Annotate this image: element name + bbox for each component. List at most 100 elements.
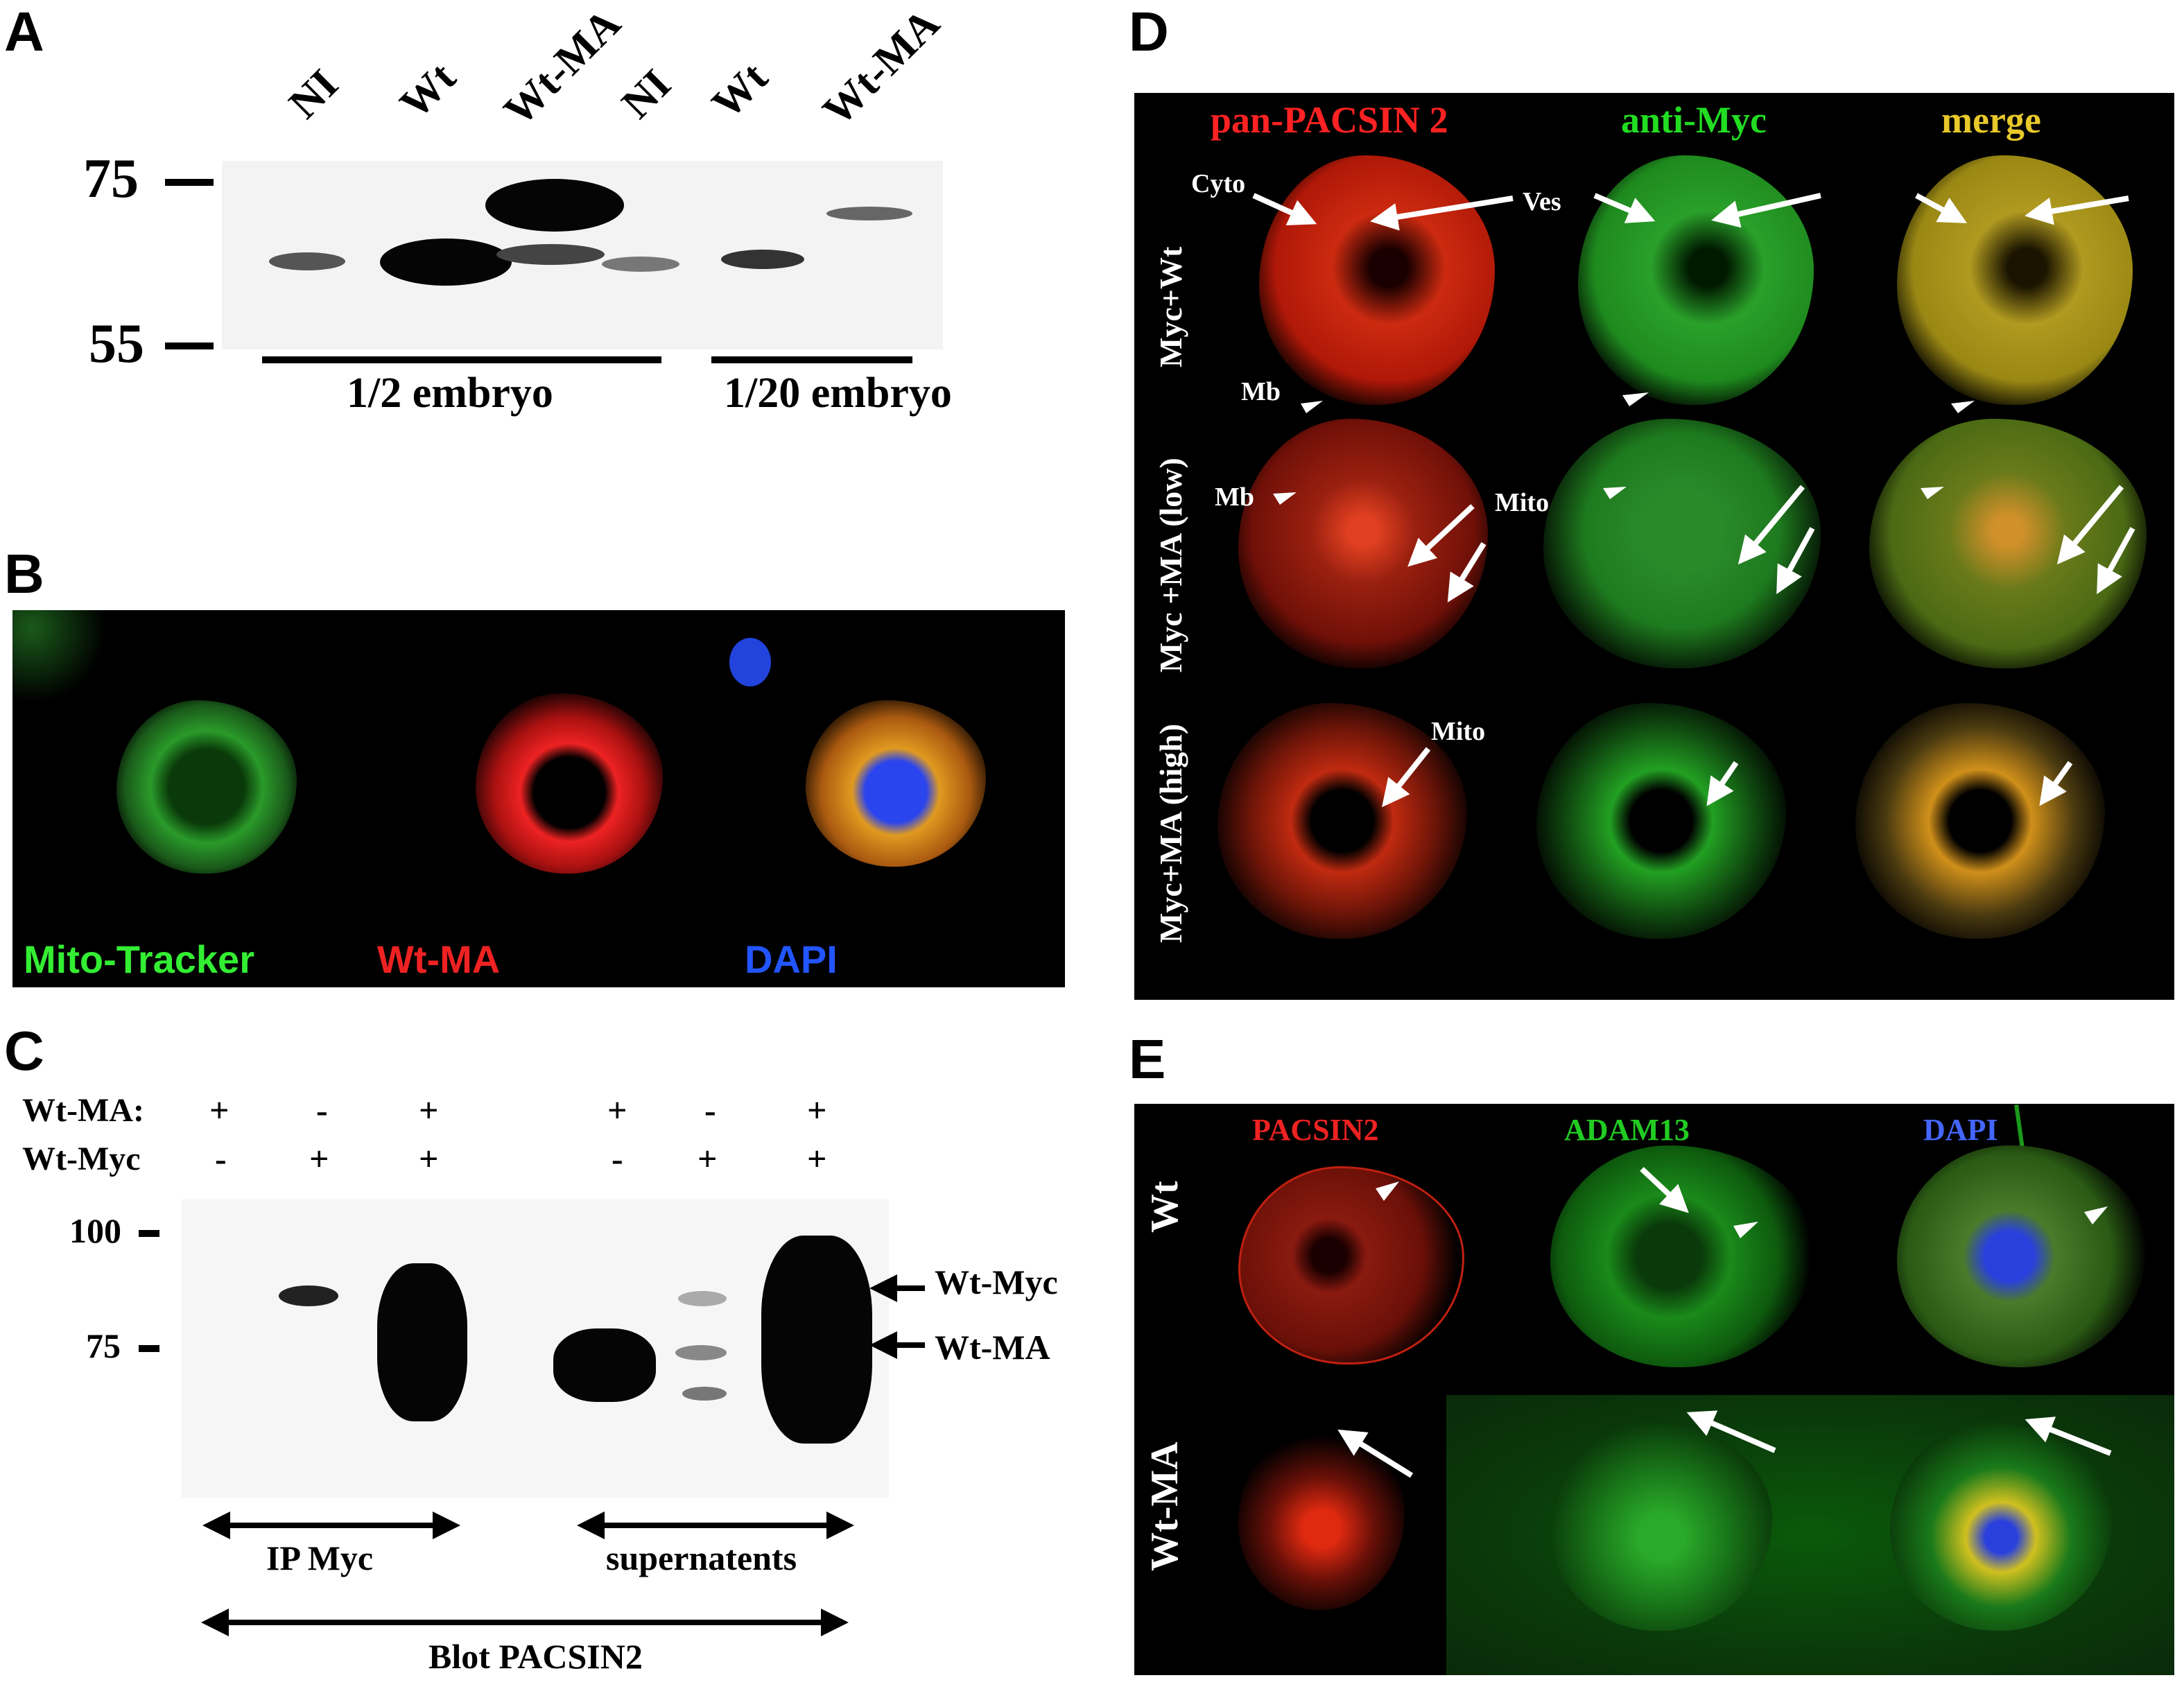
arrow-ves-green	[1711, 193, 1821, 228]
sign-wtma-5: -	[704, 1091, 716, 1129]
arrowhead-mb-merge	[1951, 401, 1975, 413]
cell-e-mutant-red	[1238, 1430, 1405, 1610]
blot-label: Blot PACSIN2	[428, 1637, 643, 1676]
arrowhead-e-wt-merge	[2084, 1206, 2108, 1224]
panel-e-letter: E	[1129, 1028, 1166, 1090]
marker-tick-100-c	[139, 1230, 159, 1237]
panel-a-letter: A	[4, 1, 44, 62]
image-b-mitotracker	[12, 610, 365, 987]
panel-c-arrows	[201, 1274, 925, 1636]
annotation-mb-1: Mb	[1241, 377, 1281, 406]
arrow-mito-low-red-2	[1447, 542, 1487, 603]
cell-d-r3-green	[1536, 703, 1786, 939]
annotation-ves: Ves	[1523, 187, 1561, 216]
western-blot-c	[182, 1199, 889, 1498]
panel-e-arrows	[1337, 1167, 2112, 1478]
bracket-half-embryo	[262, 356, 661, 363]
column-label-adam13: ADAM13	[1564, 1113, 1690, 1147]
sign-wtmyc-1: -	[215, 1139, 227, 1178]
arrow-cyto	[1252, 193, 1317, 226]
band-c-wtmyc-ip	[279, 1285, 338, 1306]
group-label-twentieth-embryo: 1/20 embryo	[724, 370, 952, 417]
sign-wtma-1: +	[209, 1091, 229, 1129]
band-label-wtma: Wt-MA	[935, 1328, 1050, 1367]
cell-e-wt-green	[1550, 1145, 1814, 1367]
arrow-mito-high-red	[1382, 747, 1431, 808]
western-blot-a	[222, 161, 943, 349]
panel-d-letter: D	[1129, 1, 1169, 62]
marker-100-c: 100	[69, 1211, 121, 1250]
marker-tick-55-a	[165, 343, 214, 349]
band-wtma-2	[826, 207, 912, 220]
cell-d-r1-merge	[1897, 155, 2133, 405]
sign-wtma-2: -	[316, 1091, 328, 1129]
arrow-mito-high-merge	[2039, 761, 2073, 806]
annotation-mb-2: Mb	[1215, 483, 1254, 512]
band-wt-2	[721, 250, 804, 269]
panel-e-arrowheads	[1376, 1181, 2108, 1238]
panel-d-image	[1134, 93, 2174, 1000]
arrow-cyto-merge	[1915, 193, 1968, 223]
column-label-merge-d: merge	[1941, 99, 2041, 141]
sign-wtmyc-6: +	[807, 1139, 827, 1178]
band-ni-2	[602, 257, 679, 272]
arrow-mito-low-red	[1407, 504, 1475, 567]
group-label-ip-myc: IP Myc	[266, 1539, 374, 1577]
band-c-sup-wtma	[553, 1328, 656, 1402]
nucleus-small	[729, 638, 771, 686]
arrow-e-mutant-green	[1686, 1410, 1776, 1453]
marker-tick-75-a	[165, 179, 214, 186]
cell-d-r3-merge	[1855, 703, 2105, 939]
arrowhead-e-wt-green	[1733, 1222, 1758, 1238]
band-wtma-1-upper	[485, 179, 624, 232]
panel-d-arrows	[1252, 193, 2135, 808]
arrowhead-mb-2	[1273, 492, 1297, 505]
band-c-sup-wtmyc-top	[678, 1291, 727, 1306]
bracket-twentieth-embryo	[711, 356, 912, 363]
arrow-e-wt-green	[1640, 1167, 1689, 1213]
band-label-wtmyc: Wt-Myc	[935, 1263, 1058, 1301]
background-haze	[12, 610, 110, 700]
arrow-mito-low-merge	[2056, 485, 2124, 565]
band-c-sup-wtmyc-low	[682, 1387, 727, 1401]
sign-wtmyc-3: +	[419, 1139, 439, 1178]
cell-merge-yellow	[806, 700, 986, 867]
band-c-sup-both	[761, 1236, 872, 1444]
sign-wtma-3: +	[419, 1091, 439, 1129]
panel-b-letter: B	[4, 543, 44, 605]
arrow-cyto-green	[1593, 193, 1656, 223]
arrow-mito-low-green	[1737, 485, 1805, 565]
column-label-anti-myc: anti-Myc	[1621, 99, 1767, 141]
sign-wtma-4: +	[607, 1091, 627, 1129]
channel-label-dapi: DAPI	[745, 937, 838, 981]
arrowhead-mb-merge-2	[1921, 487, 1944, 499]
cell-d-r1-green	[1578, 155, 1814, 405]
annotation-mito-1: Mito	[1495, 488, 1550, 517]
cell-d-r1-red	[1259, 155, 1495, 405]
annotation-mito-2: Mito	[1431, 717, 1486, 746]
image-b-dapi-merge	[729, 610, 1065, 987]
band-c-sup-wtmyc-mid	[675, 1345, 727, 1360]
sign-wtmyc-2: +	[309, 1139, 329, 1178]
arrowhead-e-wt-red	[1376, 1181, 1399, 1201]
panel-c-letter: C	[4, 1020, 44, 1082]
cell-e-mutant-merge	[1890, 1423, 2112, 1631]
arrow-ves-merge	[2025, 196, 2129, 225]
column-label-dapi-e: DAPI	[1923, 1113, 1998, 1147]
row-label-wtma: Wt-MA:	[22, 1092, 144, 1129]
marker-55-a: 55	[89, 313, 144, 374]
cell-d-r3-red	[1217, 703, 1467, 939]
image-b-wtma	[365, 610, 729, 987]
group-label-half-embryo: 1/2 embryo	[347, 370, 553, 417]
band-wt-1	[380, 239, 512, 286]
sign-wtma-6: +	[807, 1091, 827, 1129]
row-label-wtmyc: Wt-Myc	[22, 1141, 141, 1177]
panel-d-arrowheads	[1273, 392, 1975, 505]
marker-tick-75-c	[139, 1345, 159, 1352]
arrow-e-mutant-merge	[2025, 1417, 2112, 1456]
arrow-mito-low-green-2	[1776, 527, 1815, 595]
band-c-ip-both	[377, 1263, 467, 1421]
column-label-pan-pacsin2: pan-PACSIN 2	[1211, 99, 1448, 141]
group-label-supernatents: supernatents	[606, 1539, 797, 1577]
cell-mito-green	[116, 700, 297, 874]
